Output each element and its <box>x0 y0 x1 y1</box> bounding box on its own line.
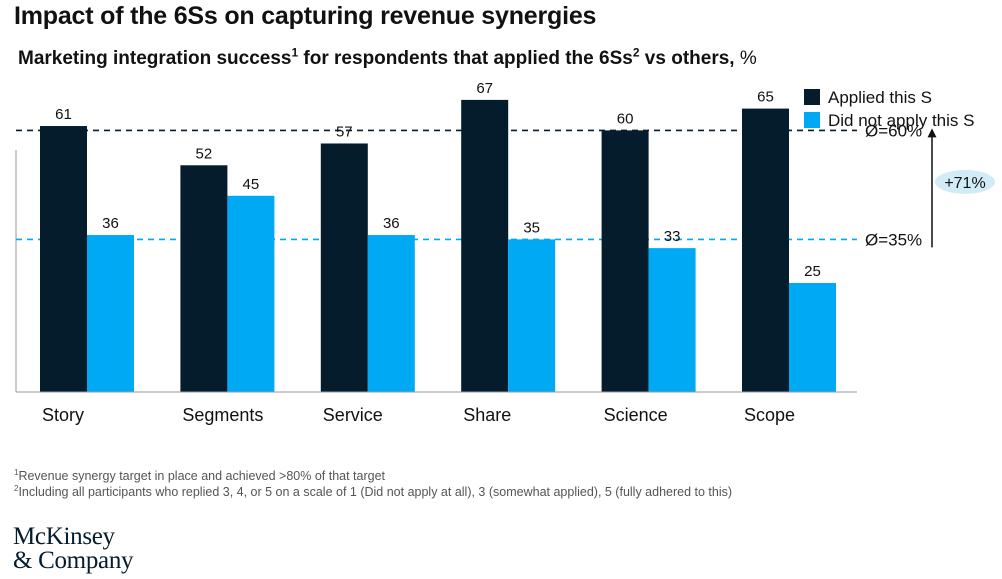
category-label-scope: Scope <box>744 405 795 425</box>
footnote-ref-1: 1 <box>291 45 299 60</box>
value-label-service-not-applied: 36 <box>383 215 400 232</box>
footnote-2: 2Including all participants who replied … <box>14 484 732 500</box>
subtitle-middle: for respondents that applied the 6Ss <box>298 48 633 69</box>
bar-segments-not-applied <box>227 195 275 392</box>
category-label-service: Service <box>323 405 383 425</box>
value-label-scope-not-applied: 25 <box>804 263 821 280</box>
subtitle-text: Marketing integration success <box>18 48 292 69</box>
footnote-mark-2: 2 <box>14 483 19 493</box>
footnote-ref-2: 2 <box>632 45 640 60</box>
footnote-text-1: Revenue synergy target in place and achi… <box>18 469 386 483</box>
mckinsey-logo: McKinsey & Company <box>13 523 134 574</box>
change-bubble <box>935 169 995 194</box>
logo-line-1: McKinsey <box>13 523 115 550</box>
value-label-share-applied: 67 <box>476 80 493 97</box>
value-label-story-not-applied: 36 <box>102 215 119 232</box>
subtitle-unit: % <box>734 48 757 69</box>
value-label-segments-not-applied: 45 <box>243 176 260 193</box>
not-applied-average-label: Ø=35% <box>865 230 922 249</box>
chart-subtitle: Marketing integration success1 for respo… <box>18 45 757 70</box>
category-label-segments: Segments <box>182 405 263 425</box>
value-label-scope-applied: 65 <box>757 89 774 106</box>
value-label-science-applied: 60 <box>617 110 634 127</box>
bar-service-applied <box>320 143 368 392</box>
category-label-story: Story <box>42 405 84 425</box>
bar-share-applied <box>461 99 509 392</box>
chart-title: Impact of the 6Ss on capturing revenue s… <box>14 2 597 30</box>
footnote-text-2: Including all participants who replied 3… <box>18 485 733 499</box>
footnote-mark-1: 1 <box>14 467 19 477</box>
value-label-share-not-applied: 35 <box>523 219 540 236</box>
bar-science-applied <box>601 130 649 392</box>
bar-story-applied <box>40 126 87 392</box>
footnotes: 1Revenue synergy target in place and ach… <box>14 468 732 500</box>
bar-science-not-applied <box>648 248 696 392</box>
legend-label-applied: Applied this S <box>828 88 932 107</box>
footnote-1: 1Revenue synergy target in place and ach… <box>14 468 732 484</box>
bar-scope-applied <box>742 108 789 392</box>
applied-average-label: Ø=60% <box>865 121 922 140</box>
legend-label-not-applied: Did not apply this S <box>828 111 974 130</box>
value-label-service-applied: 57 <box>336 123 353 140</box>
subtitle-end: vs others, <box>639 48 735 69</box>
legend-swatch-not-applied <box>804 112 820 128</box>
value-label-segments-applied: 52 <box>196 145 213 162</box>
category-label-share: Share <box>463 405 511 425</box>
change-arrow-head <box>927 128 937 138</box>
category-label-science: Science <box>604 405 668 425</box>
bar-segments-applied <box>180 165 228 392</box>
bar-scope-not-applied <box>789 283 836 392</box>
value-label-science-not-applied: 33 <box>664 228 681 245</box>
value-label-story-applied: 61 <box>55 106 72 123</box>
bar-service-not-applied <box>367 235 415 392</box>
logo-line-2: & Company <box>13 547 134 574</box>
change-annotation: +71% <box>944 175 985 192</box>
bar-chart: 61 36 Story 52 45 Segments 57 36 Service 67 35 Shar… <box>15 80 995 425</box>
bar-story-not-applied <box>87 235 134 392</box>
bar-share-not-applied <box>508 239 556 392</box>
legend-swatch-applied <box>804 89 820 105</box>
